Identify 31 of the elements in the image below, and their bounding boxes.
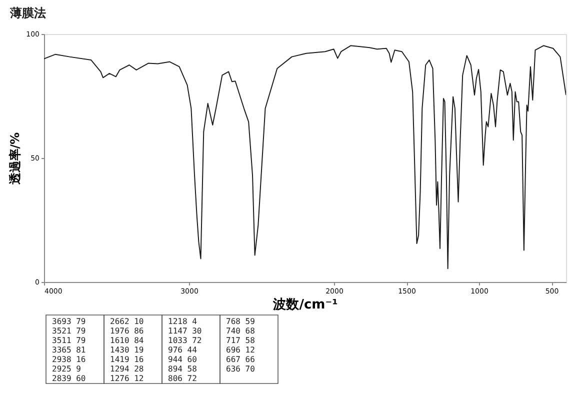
text: 667 66 [226, 355, 256, 364]
text: 3365 81 [52, 346, 86, 354]
line-series [44, 45, 566, 270]
text: 1033 72 [168, 336, 202, 345]
text: 2938 16 [52, 355, 86, 364]
text: 806 72 [168, 374, 198, 383]
text: 768 59 [226, 317, 256, 326]
text: 696 12 [226, 346, 256, 354]
text: 3521 79 [52, 326, 86, 336]
text: 1294 28 [110, 364, 144, 374]
chart-title: 薄膜法 [9, 6, 46, 20]
text: 976 44 [168, 346, 198, 354]
text: 2662 10 [110, 317, 144, 326]
text: 1419 16 [110, 355, 144, 364]
text: 894 58 [168, 364, 198, 374]
text: 740 68 [226, 326, 256, 336]
text: 3511 79 [52, 336, 86, 345]
text: 1276 12 [110, 374, 144, 383]
text: 3693 79 [52, 317, 86, 326]
text: 2839 60 [52, 374, 86, 383]
x-axis-title: 波数/cm⁻¹ [272, 298, 338, 312]
text: 717 58 [226, 336, 256, 345]
text: 1610 84 [110, 336, 144, 345]
text: 944 60 [168, 355, 198, 364]
text: 1147 30 [168, 326, 202, 336]
text: 1976 86 [110, 326, 144, 336]
text: 636 70 [226, 364, 256, 374]
y-axis-title: 透過率/% [8, 132, 22, 186]
text: 1430 19 [110, 346, 144, 354]
text: 1218 4 [168, 317, 198, 326]
text: 2925 9 [52, 364, 82, 374]
